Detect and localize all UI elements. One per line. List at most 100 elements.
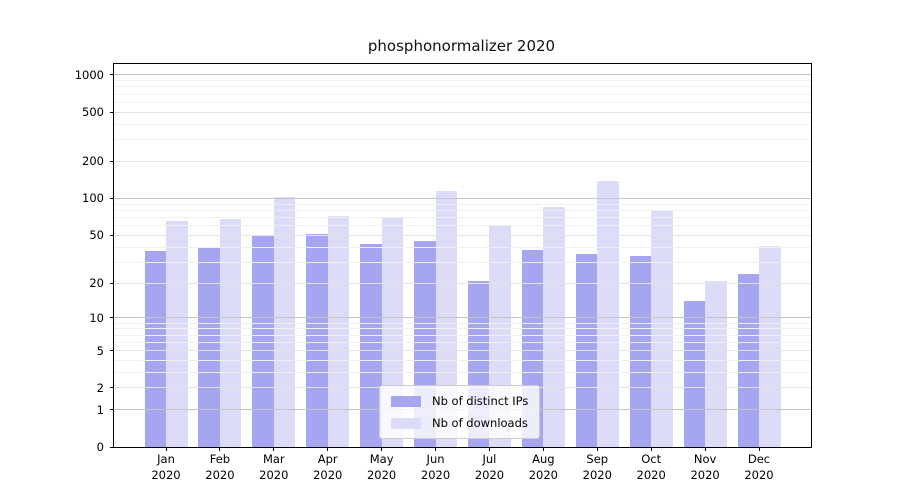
x-tick-year: 2020 <box>151 467 181 482</box>
y-tick-label: 1 <box>96 402 104 417</box>
x-tick-mark <box>273 447 275 451</box>
bar-group-nov <box>683 280 727 447</box>
bar-downloads-dec <box>759 245 781 447</box>
x-tick-label-jan: Jan 2020 <box>151 452 180 483</box>
bar-downloads-sep <box>597 180 619 447</box>
y-tick-mark <box>110 387 114 389</box>
y-tick-mark <box>110 160 114 162</box>
plot-area: Nb of distinct IPs Nb of downloads <box>113 63 812 448</box>
x-tick-mark <box>488 447 490 451</box>
bar-downloads-jan <box>166 221 188 447</box>
x-tick-mark <box>435 447 437 451</box>
y-tick-label: 500 <box>82 105 104 120</box>
bar-downloads-feb <box>219 219 242 447</box>
bar-distinct-ips-nov <box>683 301 706 447</box>
x-tick-label-sep: Sep 2020 <box>583 452 612 483</box>
x-tick-label-may: May 2020 <box>367 452 396 483</box>
bar-downloads-apr <box>327 215 350 447</box>
bar-group-mar <box>252 197 296 447</box>
bar-downloads-aug <box>543 206 565 447</box>
bar-downloads-mar <box>273 197 296 447</box>
bar-group-apr <box>306 215 350 447</box>
bar-downloads-oct <box>651 210 673 447</box>
x-tick-mark <box>165 447 167 451</box>
legend-label-downloads: Nb of downloads <box>432 416 528 430</box>
x-tick-year: 2020 <box>259 467 289 482</box>
x-tick-mark <box>650 447 652 451</box>
x-tick-mark <box>327 447 329 451</box>
x-tick-label-mar: Mar 2020 <box>259 452 288 483</box>
y-tick-mark <box>110 282 114 284</box>
bar-downloads-nov <box>705 280 727 447</box>
bar-distinct-ips-jan <box>144 251 166 447</box>
y-tick-mark <box>110 409 114 411</box>
legend-row-distinct-ips: Nb of distinct IPs <box>391 394 528 408</box>
bar-distinct-ips-feb <box>198 247 220 447</box>
legend-label-distinct-ips: Nb of distinct IPs <box>432 394 529 408</box>
y-tick-label: 10 <box>89 310 104 325</box>
y-tick-mark <box>110 350 114 351</box>
y-tick-label: 200 <box>82 154 104 169</box>
legend-swatch-distinct-ips <box>391 395 421 407</box>
y-tick-label: 2 <box>96 380 104 395</box>
bar-distinct-ips-may <box>360 244 382 447</box>
x-tick-label-feb: Feb 2020 <box>205 452 234 483</box>
x-tick-mark <box>704 447 706 451</box>
x-tick-label-apr: Apr 2020 <box>313 452 342 483</box>
y-tick-label: 1000 <box>74 67 104 82</box>
x-tick-year: 2020 <box>420 467 451 482</box>
x-tick-mark <box>542 447 544 451</box>
chart-title: phosphonormalizer 2020 <box>367 37 556 55</box>
legend: Nb of distinct IPs Nb of downloads <box>379 385 541 439</box>
x-tick-month: Mar <box>262 452 285 466</box>
legend-swatch-downloads <box>391 417 421 429</box>
bar-group-dec <box>737 245 781 447</box>
bar-downloads-jun <box>435 191 458 447</box>
x-tick-year: 2020 <box>528 467 558 482</box>
bar-distinct-ips-oct <box>629 255 652 447</box>
bar-group-oct <box>629 210 673 447</box>
bar-group-jan <box>144 221 188 447</box>
x-tick-month: May <box>369 452 394 466</box>
x-tick-month: Jul <box>482 452 497 466</box>
y-tick-label: 100 <box>82 191 104 206</box>
x-tick-mark <box>758 447 760 451</box>
x-tick-label-aug: Aug 2020 <box>529 452 558 483</box>
x-tick-label-dec: Dec 2020 <box>744 452 773 483</box>
x-tick-month: Oct <box>641 452 662 466</box>
x-tick-month: Dec <box>747 452 771 466</box>
x-tick-year: 2020 <box>690 467 720 482</box>
bar-group-feb <box>198 219 242 447</box>
bar-distinct-ips-mar <box>252 236 274 447</box>
x-tick-month: Sep <box>586 452 609 466</box>
x-tick-year: 2020 <box>366 467 397 482</box>
x-tick-label-jul: Jul 2020 <box>475 452 504 483</box>
bar-distinct-ips-apr <box>306 234 328 447</box>
y-tick-label: 50 <box>89 228 104 243</box>
legend-row-downloads: Nb of downloads <box>391 416 528 430</box>
x-tick-mark <box>596 447 598 451</box>
x-tick-label-jun: Jun 2020 <box>421 452 450 483</box>
x-tick-year: 2020 <box>474 467 505 482</box>
x-tick-label-oct: Oct 2020 <box>637 452 666 483</box>
x-tick-month: Apr <box>317 452 338 466</box>
y-tick-mark <box>110 111 114 113</box>
y-tick-mark <box>110 197 114 199</box>
x-tick-month: Aug <box>532 452 555 466</box>
x-tick-year: 2020 <box>205 467 235 482</box>
x-tick-month: Nov <box>693 452 717 466</box>
bar-distinct-ips-sep <box>575 254 598 447</box>
y-tick-mark <box>110 234 114 236</box>
x-tick-year: 2020 <box>582 467 612 482</box>
x-tick-year: 2020 <box>636 467 666 482</box>
x-tick-mark <box>219 447 221 451</box>
y-tick-label: 0 <box>96 440 104 454</box>
x-tick-month: Jan <box>157 452 175 466</box>
y-tick-mark <box>110 317 114 319</box>
x-tick-year: 2020 <box>744 467 774 482</box>
y-tick-mark <box>110 74 114 76</box>
bar-distinct-ips-dec <box>737 273 759 447</box>
bar-group-sep <box>575 180 619 447</box>
x-tick-label-nov: Nov 2020 <box>690 452 719 483</box>
